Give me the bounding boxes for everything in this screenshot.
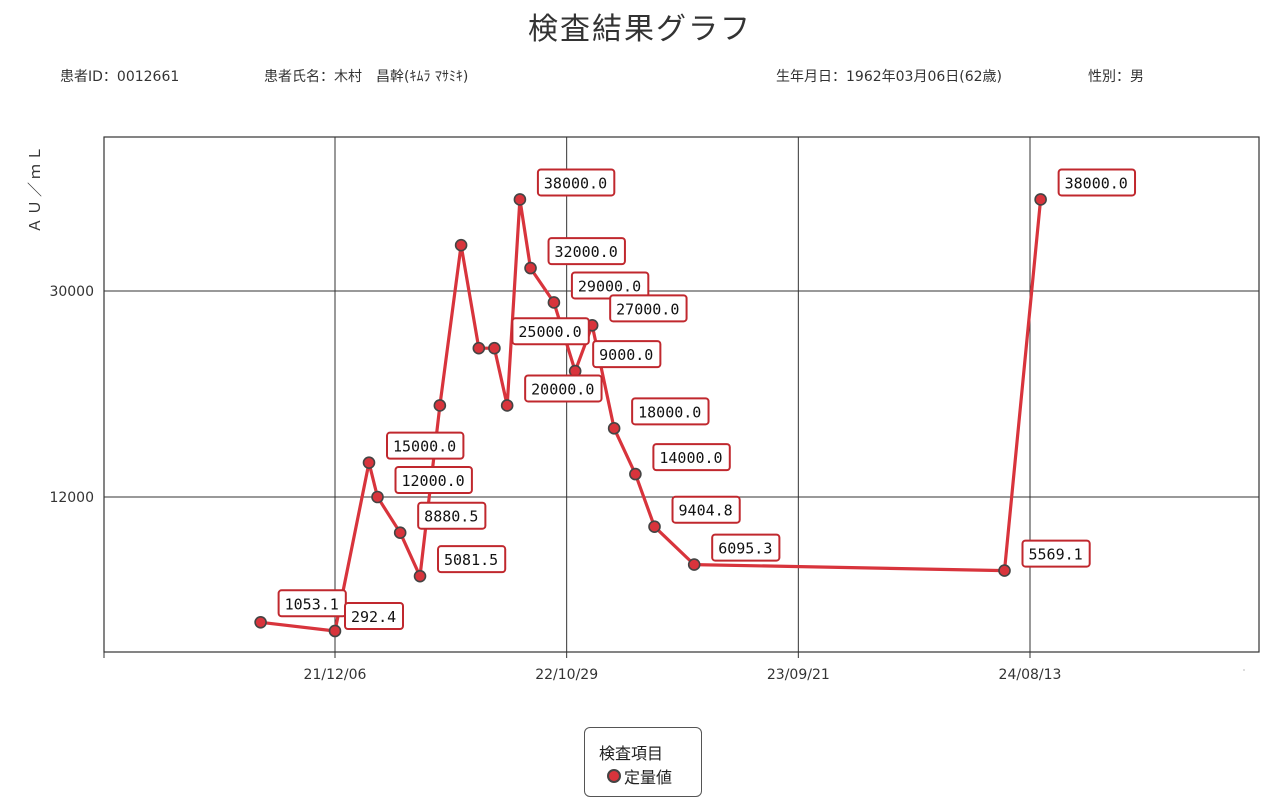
- data-label-box: [511, 317, 590, 346]
- data-label-box: [1021, 539, 1091, 568]
- data-point: [500, 399, 514, 412]
- data-label: 29000.0: [578, 277, 641, 295]
- data-point: [998, 564, 1011, 577]
- data-point: [524, 261, 537, 275]
- data-point: [513, 193, 527, 206]
- data-point: [393, 526, 407, 540]
- data-label-box: [344, 601, 404, 630]
- legend-item-label: 定量値: [624, 768, 673, 787]
- legend-marker-icon: [607, 769, 621, 783]
- data-label-box: [652, 443, 731, 472]
- data-label: 9000.0: [599, 346, 653, 364]
- data-label: 6095.3: [718, 540, 772, 558]
- data-point: [254, 615, 267, 629]
- data-label: 38000.0: [1065, 174, 1128, 192]
- legend-item: 定量値: [607, 764, 672, 788]
- data-label-box: [394, 466, 473, 494]
- data-point: [454, 238, 468, 252]
- legend-title: 検査項目: [599, 744, 664, 763]
- data-label-box: [417, 501, 487, 530]
- data-label-box: [547, 237, 626, 266]
- data-label-box: [1057, 168, 1137, 197]
- data-label: 8880.5: [424, 508, 478, 526]
- x-tick-label: 22/10/29: [535, 667, 598, 683]
- data-label: 9404.8: [679, 502, 733, 520]
- data-label-box: [536, 168, 616, 197]
- data-point: [328, 624, 342, 638]
- patient-birthdate: 生年月日：1962年03月06日(62歳): [776, 69, 1002, 85]
- legend: 検査項目 定量値: [584, 727, 702, 797]
- y-tick-label: 30000: [49, 284, 94, 300]
- series-line: [260, 197, 1043, 633]
- data-label: 32000.0: [555, 243, 618, 261]
- data-label: 1053.1: [285, 595, 339, 613]
- data-label: 38000.0: [544, 174, 607, 192]
- data-label: 5081.5: [444, 551, 498, 569]
- data-label: 18000.0: [638, 403, 701, 421]
- data-point: [547, 296, 561, 309]
- data-point: [607, 422, 621, 435]
- chart-title: 検査結果グラフ: [528, 12, 752, 47]
- y-axis-label: ＡＵ／ｍＬ: [26, 143, 44, 233]
- data-label-box: [671, 495, 741, 524]
- data-label-box: [386, 431, 465, 460]
- plot-frame: [103, 136, 1260, 653]
- x-tick-label: 23/09/21: [767, 667, 830, 683]
- data-point: [687, 558, 701, 571]
- y-tick-label: 12000: [49, 490, 94, 506]
- data-point: [362, 456, 376, 469]
- data-point: [1034, 193, 1047, 206]
- data-label: 27000.0: [616, 300, 679, 318]
- data-point: [472, 341, 486, 355]
- data-label: 20000.0: [531, 380, 594, 398]
- patient-sex: 性別：男: [1088, 69, 1144, 85]
- data-label: 25000.0: [518, 323, 581, 341]
- data-label: 5569.1: [1028, 546, 1082, 564]
- data-point: [433, 399, 447, 412]
- x-tick-label: 21/12/06: [304, 667, 367, 683]
- x-tick-label: 24/08/13: [999, 667, 1062, 683]
- data-point: [629, 467, 642, 481]
- data-label: 292.4: [351, 608, 396, 626]
- data-point: [648, 520, 661, 534]
- data-label-box: [609, 294, 688, 323]
- data-label: 14000.0: [659, 449, 722, 467]
- data-label-box: [711, 533, 781, 562]
- data-point: [413, 569, 427, 583]
- data-label-box: [631, 397, 710, 426]
- data-label-box: [524, 374, 603, 403]
- patient-name: 患者氏名：木村 昌幹(ｷﾑﾗ ﾏｻﾐｷ): [264, 69, 469, 85]
- data-label: 12000.0: [402, 472, 465, 490]
- patient-id: 患者ID：0012661: [60, 69, 180, 85]
- data-label: 15000.0: [393, 438, 456, 456]
- data-point: [488, 341, 501, 355]
- data-label-box: [592, 340, 662, 369]
- data-label-box: [437, 545, 507, 574]
- data-point: [371, 490, 384, 504]
